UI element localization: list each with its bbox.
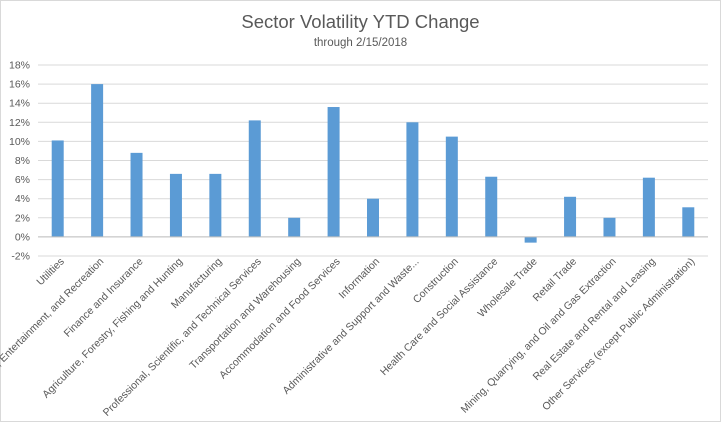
bar bbox=[367, 198, 379, 237]
y-tick-label: 10% bbox=[9, 136, 30, 148]
x-tick-label: Administrative and Support and Waste... bbox=[280, 256, 421, 397]
chart-title: Sector Volatility YTD Change bbox=[241, 11, 480, 32]
bar bbox=[327, 107, 340, 237]
bar bbox=[406, 122, 419, 237]
y-tick-label: -2% bbox=[11, 251, 30, 263]
x-tick-label: Finance and Insurance bbox=[62, 256, 146, 340]
y-tick-label: 4% bbox=[15, 193, 30, 205]
bar bbox=[288, 217, 301, 237]
y-tick-label: 18% bbox=[9, 60, 30, 72]
bar bbox=[248, 120, 261, 237]
y-tick-label: 14% bbox=[9, 98, 30, 110]
x-tick-label: Agriculture, Forestry, Fishing and Hunti… bbox=[40, 256, 185, 401]
bar bbox=[130, 152, 143, 237]
chart-subtitle: through 2/15/2018 bbox=[313, 37, 408, 49]
bar bbox=[169, 173, 182, 237]
bar bbox=[445, 136, 458, 237]
bar bbox=[642, 177, 655, 237]
bar bbox=[485, 176, 498, 237]
y-tick-label: 12% bbox=[9, 117, 30, 129]
y-tick-label: 8% bbox=[15, 155, 30, 167]
y-tick-label: 2% bbox=[15, 212, 30, 224]
y-tick-label: 16% bbox=[9, 79, 30, 91]
y-axis-ticks: -2% 0% 2% 4% 6% 8% 10% 12% 14% 16% 18% bbox=[9, 60, 30, 263]
bar bbox=[209, 173, 222, 237]
x-tick-label: Utilities bbox=[34, 256, 66, 288]
y-tick-label: 6% bbox=[15, 174, 30, 186]
bar bbox=[51, 140, 64, 237]
bar bbox=[564, 196, 577, 237]
bar bbox=[603, 217, 616, 237]
bar bbox=[682, 207, 695, 237]
bar bbox=[91, 84, 104, 237]
bars bbox=[51, 84, 695, 243]
y-tick-label: 0% bbox=[15, 231, 30, 243]
bar bbox=[524, 236, 537, 243]
